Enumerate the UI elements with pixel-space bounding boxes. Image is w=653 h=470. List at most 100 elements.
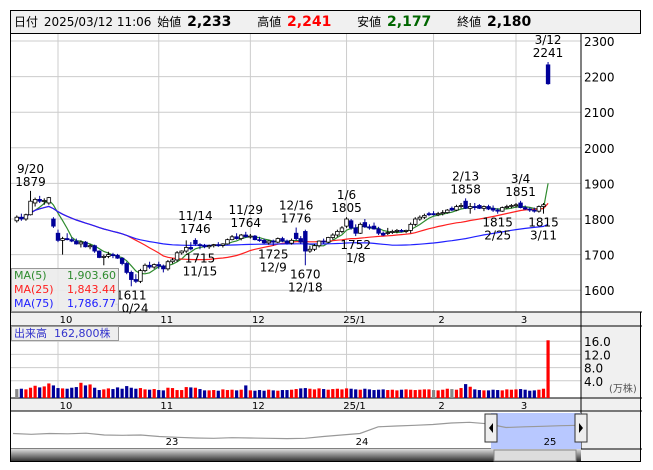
candle-body	[298, 238, 303, 243]
candle-body	[271, 240, 276, 243]
candle-body	[536, 206, 542, 212]
volume-bar	[441, 389, 445, 398]
volume-bar	[344, 388, 349, 398]
volume-bar	[24, 389, 28, 398]
x-tick-label: 25/1	[343, 315, 365, 326]
volume-bar	[326, 389, 330, 398]
volume-bar	[175, 390, 179, 398]
x-tick-label: 11	[160, 315, 173, 326]
candle-body	[92, 245, 97, 252]
stock-chart[interactable]: 160017001800190020002100220023004.08.012…	[11, 11, 642, 463]
annotation-price: 1815	[482, 216, 513, 230]
candle-body	[435, 213, 441, 216]
navigator-left-handle[interactable]	[484, 413, 498, 443]
volume-bar	[15, 389, 19, 398]
volume-bar	[523, 389, 527, 398]
candle-body	[97, 250, 102, 258]
volume-bar	[404, 389, 408, 398]
navigator-year-label: 25	[544, 437, 557, 448]
candle-body	[454, 206, 459, 211]
volume-bar	[477, 390, 481, 398]
annotation-price: 1815	[528, 216, 559, 230]
volume-bar	[97, 390, 101, 398]
candle-body	[151, 264, 157, 268]
volume-bar	[303, 388, 307, 398]
candle-body	[156, 264, 161, 267]
candle-body	[358, 223, 363, 234]
annotation-date: 11/14	[178, 209, 213, 223]
arrow-right-icon	[579, 423, 583, 433]
annotation-price: 1764	[231, 216, 262, 230]
candle-body	[124, 263, 129, 273]
x-tick-label: 3	[521, 315, 527, 326]
candle-body	[417, 216, 423, 220]
candle-body	[500, 207, 505, 212]
candle-body	[206, 245, 212, 248]
volume-bar	[372, 390, 376, 398]
candle-body	[509, 205, 514, 207]
volume-x-tick-label: 2	[438, 401, 444, 412]
low-label: 安値	[357, 15, 382, 29]
candle-body	[275, 238, 281, 243]
candle-body	[403, 229, 409, 232]
volume-bar	[65, 388, 69, 398]
price-header: 日付 2025/03/12 11:06 始値 2,233 高値 2,241 安値…	[11, 11, 640, 34]
y-tick-label: 2300	[584, 35, 615, 49]
volume-bar	[431, 390, 436, 398]
navigator-right-handle[interactable]	[574, 413, 588, 443]
volume-x-tick-label: 11	[160, 401, 173, 412]
candle-body	[280, 238, 285, 242]
volume-bar	[363, 388, 367, 398]
candle-body	[371, 225, 377, 230]
volume-tick-label: 16.0	[584, 335, 611, 349]
volume-label-text: 出来高	[14, 327, 47, 340]
candle-body	[367, 226, 372, 229]
candle-body	[14, 216, 19, 222]
scrollbar-track[interactable]	[11, 449, 581, 461]
ma25-label: MA(25)	[14, 283, 54, 296]
annotation-date: 1/6	[337, 188, 356, 202]
volume-bar	[244, 385, 248, 398]
candle-body	[266, 240, 271, 244]
annotation-date: 12/9	[260, 261, 287, 275]
volume-bar	[436, 390, 440, 398]
volume-bar	[395, 390, 399, 398]
candle-body	[307, 248, 313, 252]
volume-bar	[386, 390, 390, 398]
volume-bar	[464, 384, 468, 398]
date-value: 2025/03/12 11:06	[43, 15, 152, 29]
annotation-date: 3/12	[535, 33, 562, 47]
volume-bar	[354, 389, 358, 398]
volume-bar	[491, 389, 495, 398]
candle-body	[229, 236, 235, 241]
volume-bar	[115, 387, 120, 398]
candle-body	[339, 227, 345, 232]
volume-bar	[271, 390, 275, 398]
volume-bar	[349, 388, 353, 398]
scrollbar-thumb[interactable]	[493, 449, 577, 462]
candle-body	[293, 232, 299, 239]
volume-bar	[518, 389, 523, 398]
annotation-date: 12/18	[288, 280, 323, 294]
volume-bar	[505, 389, 509, 398]
annotation-date: 11/15	[183, 264, 218, 278]
volume-bar	[166, 387, 170, 398]
annotation-price: 1715	[185, 251, 216, 265]
volume-bar	[230, 389, 234, 398]
candle-body	[380, 232, 386, 236]
candle-body	[348, 220, 354, 229]
candle-body	[426, 213, 432, 216]
volume-bar	[299, 388, 303, 398]
candle-body	[69, 239, 74, 242]
volume-bar	[308, 388, 312, 398]
volume-bar	[106, 388, 110, 398]
volume-bar	[143, 389, 147, 398]
arrow-left-icon	[489, 423, 493, 433]
candle-body	[527, 208, 532, 211]
volume-x-tick-label: 10	[60, 401, 73, 412]
candle-body	[312, 245, 317, 250]
candle-body	[28, 200, 33, 216]
candle-body	[353, 227, 358, 234]
candle-body	[472, 206, 477, 209]
candle-body	[110, 254, 116, 257]
